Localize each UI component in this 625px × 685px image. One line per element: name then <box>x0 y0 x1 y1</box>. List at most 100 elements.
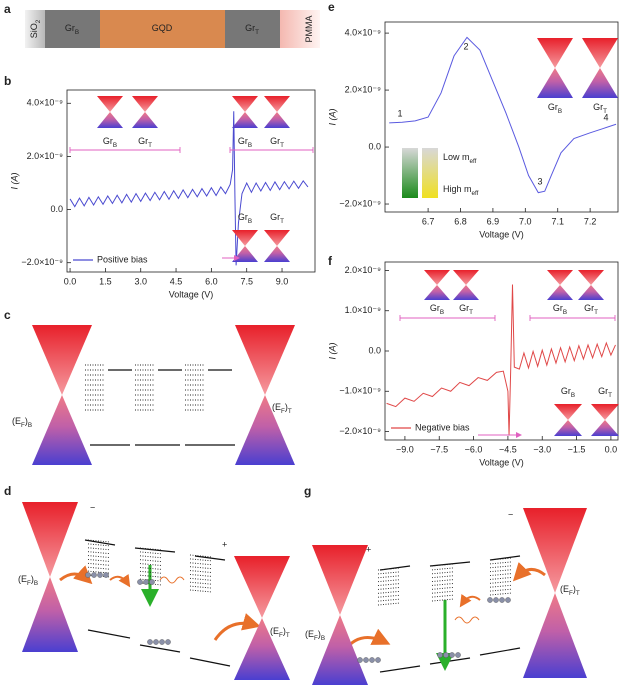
fermi-label: (EF)T <box>560 584 580 596</box>
dot-state <box>431 594 455 598</box>
tunnel-arrow <box>459 594 481 608</box>
tunnel-arrow <box>109 574 131 588</box>
dirac-cone-lower <box>234 618 290 680</box>
label-part: T <box>286 632 290 639</box>
dot-state <box>377 598 401 602</box>
tunnel-arrow <box>59 565 93 585</box>
dot-state <box>489 580 513 584</box>
dot-state <box>189 573 213 577</box>
dot-state <box>431 575 455 579</box>
electron <box>149 579 155 585</box>
colorbar <box>422 148 438 198</box>
dirac-cone-lower <box>578 285 604 300</box>
inset-label: GrT <box>584 303 598 315</box>
panel-letter: d <box>4 484 11 498</box>
dirac-cone-upper <box>132 96 158 112</box>
electron <box>159 639 165 645</box>
point-label: 2 <box>463 41 468 51</box>
y-tick-label: 2.0×10⁻⁹ <box>345 265 382 275</box>
electron <box>147 639 153 645</box>
dirac-cone-upper <box>547 270 573 285</box>
label-part: Gr <box>598 386 608 396</box>
dot-state <box>87 562 111 566</box>
label-part: B <box>563 309 567 316</box>
dot-state <box>431 598 455 602</box>
colorbar <box>402 148 418 198</box>
layer-label: GQD <box>152 23 173 33</box>
tunnel-arrow <box>512 562 546 582</box>
dot-state <box>431 579 455 583</box>
panel-letter: g <box>304 484 311 498</box>
dot-state <box>189 558 213 562</box>
dot-state <box>431 582 455 586</box>
dot-state <box>377 602 401 606</box>
legend-label: Positive bias <box>97 254 148 264</box>
fermi-label: (EF)B <box>12 416 32 428</box>
plot-frame <box>66 89 316 273</box>
label-part: 2 <box>35 19 42 23</box>
x-tick-label: 1.5 <box>99 276 112 286</box>
electron <box>357 657 363 663</box>
dirac-cone-lower <box>537 68 573 98</box>
panel-letter: f <box>328 254 333 268</box>
x-tick-label: −4.5 <box>499 444 517 454</box>
dot-state <box>87 555 111 559</box>
label-part: B <box>321 635 325 642</box>
x-axis-label: Voltage (V) <box>479 457 524 467</box>
inset-label: GrT <box>270 212 284 224</box>
x-tick-label: −6.0 <box>465 444 483 454</box>
tunnel-arrow <box>213 613 261 641</box>
point-label: 3 <box>537 176 542 186</box>
y-tick-label: 0.0 <box>50 204 63 214</box>
inset-label: GrT <box>593 102 607 114</box>
x-tick-label: 6.9 <box>487 216 500 226</box>
y-tick-label: 4.0×10⁻⁹ <box>345 27 382 37</box>
inset-label: GrB <box>548 102 562 114</box>
x-tick-label: −9.0 <box>396 444 414 454</box>
x-tick-label: 4.5 <box>170 276 183 286</box>
label-part: B <box>75 29 79 36</box>
dot-state <box>139 578 163 582</box>
y-tick-label: 2.0×10⁻⁹ <box>27 151 64 161</box>
dot-state <box>87 551 111 555</box>
dot-state <box>87 539 111 543</box>
inset-label: GrT <box>138 136 152 148</box>
dot-state <box>431 571 455 575</box>
label-part: F <box>569 590 573 597</box>
dot-state <box>489 557 513 561</box>
dot-state <box>377 579 401 583</box>
dot-state <box>139 582 163 586</box>
dirac-cone-upper <box>537 38 573 68</box>
label-part: T <box>603 108 607 115</box>
label-part: Gr <box>238 136 248 146</box>
panel-letter: a <box>4 2 11 16</box>
dot-state <box>87 566 111 570</box>
label-part: (E <box>560 584 569 594</box>
photon <box>454 616 480 624</box>
dot-state <box>139 563 163 567</box>
label-part: (E <box>272 402 281 412</box>
dot-state <box>189 581 213 585</box>
dirac-cone-lower <box>235 395 295 465</box>
data-line <box>386 284 616 436</box>
dirac-cone-lower <box>582 68 618 98</box>
fermi-label: (EF)B <box>18 574 38 586</box>
dot-state <box>87 558 111 562</box>
label-part: (E <box>270 626 279 636</box>
point-label: 1 <box>397 108 402 118</box>
colorbar-label: High meff <box>443 184 479 196</box>
label-part: (E <box>305 629 314 639</box>
electron <box>143 579 149 585</box>
electron <box>97 572 103 578</box>
label-part: Gr <box>103 136 113 146</box>
dirac-cone-upper <box>264 96 290 112</box>
label-part: High m <box>443 184 472 194</box>
dirac-cone-upper <box>264 230 290 246</box>
electron <box>455 652 461 658</box>
label-part: Gr <box>270 212 280 222</box>
dot-state <box>377 583 401 587</box>
x-tick-label: 6.0 <box>205 276 218 286</box>
electron <box>375 657 381 663</box>
dot-state <box>489 576 513 580</box>
electron <box>137 579 143 585</box>
